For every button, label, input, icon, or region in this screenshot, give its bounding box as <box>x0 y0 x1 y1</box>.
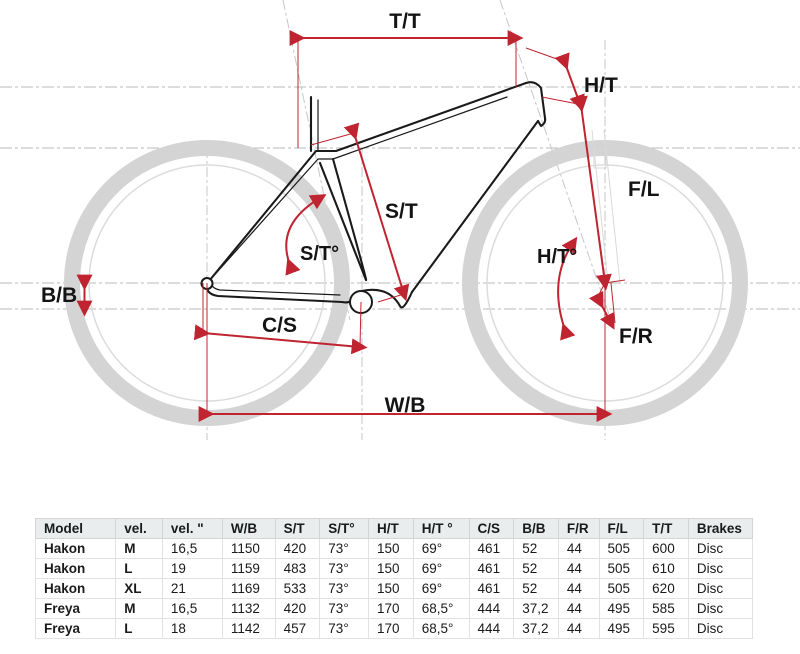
svg-text:H/T: H/T <box>584 74 618 97</box>
svg-text:H/T°: H/T° <box>537 246 577 268</box>
svg-text:T/T: T/T <box>389 10 421 33</box>
svg-text:C/S: C/S <box>262 314 297 337</box>
svg-text:F/L: F/L <box>628 178 660 201</box>
svg-text:F/R: F/R <box>619 325 653 348</box>
svg-text:S/T: S/T <box>385 200 418 223</box>
svg-text:W/B: W/B <box>385 394 426 417</box>
svg-text:B/B: B/B <box>41 284 77 307</box>
svg-text:S/T°: S/T° <box>300 243 339 265</box>
